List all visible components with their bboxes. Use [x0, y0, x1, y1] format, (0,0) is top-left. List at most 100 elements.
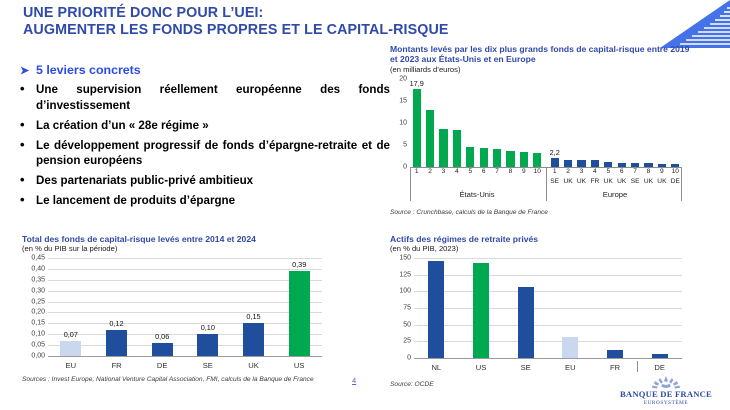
list-item: • Le lancement de produits d’épargne — [20, 192, 390, 209]
list-item-label: Des partenariats public-privé ambitieux — [36, 174, 254, 187]
x-axis-tick: SE — [520, 363, 531, 372]
y-axis-tick: 0,40 — [31, 265, 45, 273]
dot-bullet-icon: • — [20, 172, 25, 187]
x-axis-country: UK — [563, 178, 573, 186]
y-axis-tick: 0 — [407, 354, 411, 362]
dot-bullet-icon: • — [20, 192, 25, 207]
y-axis-tick: 0 — [403, 163, 407, 171]
x-axis-country: UK — [643, 178, 654, 186]
bar — [617, 162, 626, 168]
gridline — [48, 268, 322, 270]
bar — [519, 152, 528, 168]
x-axis-country: UK — [603, 178, 613, 186]
y-axis-tick: 0,35 — [31, 276, 45, 284]
x-axis-tick: FR — [609, 363, 621, 372]
bar — [604, 162, 613, 168]
banque-de-france-logo: BANQUE DE FRANCE EUROSYSTÈME — [610, 375, 722, 406]
y-axis-tick: 0,15 — [31, 319, 45, 327]
y-axis-tick: 5 — [403, 141, 407, 149]
x-axis-tick: EU — [65, 361, 77, 370]
page-number: 4 — [352, 376, 357, 385]
chart-title: Actifs des régimes de retraite privés — [390, 234, 539, 244]
left-source-note: Sources : Invest Europe, National Ventur… — [22, 376, 314, 383]
chart-source: Source : Crunchbase, calculs de la Banqu… — [390, 209, 548, 217]
bar — [452, 129, 461, 168]
x-axis-tick: DE — [156, 361, 168, 370]
gridline-tick — [410, 145, 682, 146]
x-axis-rank: 8 — [508, 168, 513, 176]
x-axis-group-label: États-Unis — [459, 190, 495, 200]
bar — [60, 340, 82, 356]
x-axis-rank: 2 — [566, 168, 570, 176]
gridline — [414, 274, 682, 276]
x-axis-divider — [637, 361, 639, 372]
y-axis-tick: 0,45 — [31, 254, 45, 262]
bar-value-label: 2,2 — [549, 147, 560, 157]
y-axis-tick: 0,05 — [31, 341, 45, 349]
y-axis-tick: 50 — [403, 321, 411, 329]
gridline — [48, 301, 322, 303]
bar — [492, 148, 502, 168]
bar — [651, 354, 668, 358]
x-axis-country: UK — [617, 178, 627, 186]
bar — [533, 152, 542, 168]
bar — [506, 151, 515, 168]
chart-panel-vc-funds-raised: Montants levés par les dix plus grands f… — [390, 44, 690, 216]
x-axis-rank: 9 — [660, 168, 664, 176]
chart-plot-area: 0,00 0,05 0,10 0,15 0,20 0,25 0,30 0,35 0,40 0,45… — [31, 255, 322, 370]
gridline — [48, 279, 322, 281]
x-axis-rank: 7 — [495, 168, 499, 176]
y-axis-tick: 0,10 — [31, 330, 45, 338]
chart-subtitle: (en % du PIB, 2023) — [390, 244, 459, 254]
y-axis-tick: 0,25 — [31, 298, 45, 306]
list-item-label: Le développement progressif de fonds d’é… — [36, 138, 390, 168]
gridline-tick — [410, 123, 682, 124]
right-source-note: Source: OCDE — [390, 381, 434, 388]
chart-subtitle: (en % du PIB sur la période) — [22, 244, 118, 254]
bar — [428, 260, 445, 358]
x-axis-tick: FR — [111, 361, 122, 370]
x-axis-country: SE — [630, 178, 640, 186]
chart-subtitle: (en milliards d’euros) — [390, 64, 461, 74]
bullet-lead-label: 5 leviers concrets — [36, 63, 141, 77]
bar — [563, 159, 573, 168]
arrow-bullet-icon: ➤ — [20, 65, 30, 77]
bar-value-label: 0,10 — [200, 323, 215, 333]
gridline — [414, 341, 682, 343]
y-axis-tick: 25 — [403, 337, 411, 345]
bullet-lead: ➤ 5 leviers concrets — [20, 63, 390, 77]
x-axis-rank: 6 — [481, 168, 486, 176]
x-axis-tick: NL — [431, 363, 442, 372]
list-item: • Des partenariats public-privé ambitieu… — [20, 172, 390, 189]
x-axis-line — [48, 356, 322, 357]
chart-title: Montants levés par les dix plus grands f… — [390, 44, 690, 65]
list-item: • Le développement progressif de fonds d… — [20, 137, 390, 169]
dot-bullet-icon: • — [20, 81, 25, 96]
x-axis-tick: UK — [248, 361, 259, 370]
x-axis-rank: 9 — [522, 168, 526, 176]
chart-plot-area: 0 25 50 75 100 125 150 NL US SE EU FR DE — [399, 255, 682, 372]
x-axis-rank: 4 — [593, 168, 597, 176]
x-axis-tick: US — [475, 363, 487, 372]
bullet-list: ➤ 5 leviers concrets • Une supervision r… — [20, 63, 390, 212]
x-axis-rank: 4 — [455, 168, 459, 176]
x-axis-group-label: Europe — [602, 190, 628, 200]
bar — [657, 163, 666, 168]
bar-value-label: 0,06 — [155, 331, 170, 341]
x-axis-rank: 10 — [671, 168, 679, 176]
gridline — [414, 258, 682, 259]
title-line-1: UNE PRIORITÉ DONC POUR L’UEI: — [23, 5, 264, 21]
corner-decoration — [618, 0, 730, 48]
x-axis-rank: 5 — [468, 168, 473, 176]
gridline — [48, 258, 322, 259]
list-item: • Une supervision réellement européenne … — [20, 81, 390, 113]
bar-value-label: 0,12 — [109, 318, 124, 328]
list-item: • La création d’un « 28e régime » — [20, 117, 390, 134]
y-axis-tick: 100 — [399, 287, 411, 295]
x-axis-line — [414, 358, 682, 359]
axis-frame-left — [410, 167, 411, 202]
bar — [412, 88, 421, 168]
gridline — [414, 324, 682, 326]
x-axis-country: UK — [576, 178, 587, 186]
logo-subtitle: EUROSYSTÈME — [643, 400, 689, 406]
